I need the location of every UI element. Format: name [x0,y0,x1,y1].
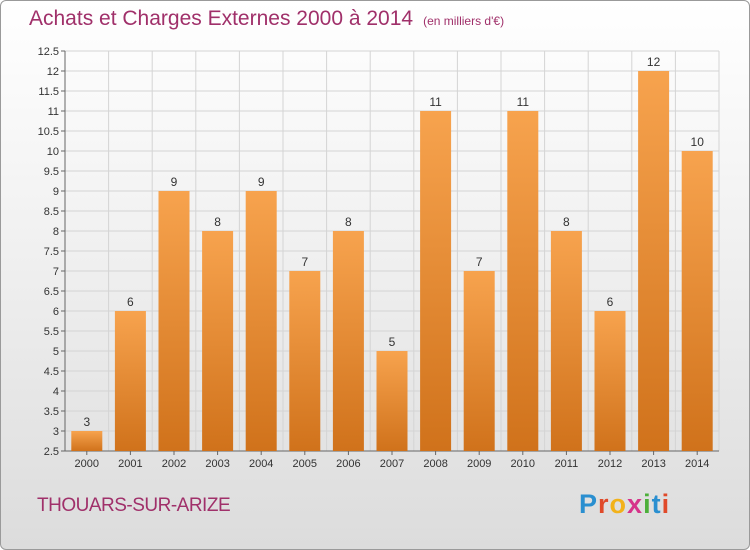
bar-2002 [158,191,190,451]
y-tick-label: 4 [53,386,59,398]
data-label: 5 [389,335,396,349]
proxiti-logo: Proxiti [579,489,670,520]
commune-name: THOUARS-SUR-ARIZE [37,495,231,516]
x-tick-label: 2006 [336,458,360,470]
x-tick-label: 2010 [511,458,535,470]
x-tick-label: 2002 [162,458,186,470]
x-tick-label: 2013 [641,458,665,470]
x-tick-label: 2004 [249,458,273,470]
bar-2008 [420,111,452,451]
data-label: 7 [476,255,483,269]
y-tick-label: 6 [53,306,59,318]
data-label: 11 [517,95,530,109]
bar-2013 [638,71,670,451]
logo-letter: P [579,489,599,519]
y-tick-label: 11 [48,106,59,118]
bar-2004 [245,191,277,451]
data-label: 9 [171,175,178,189]
bar-2011 [550,231,582,451]
data-label: 3 [83,415,90,429]
bar-2009 [463,271,495,451]
y-tick-label: 11.5 [38,86,59,98]
y-tick-label: 9 [53,186,59,198]
x-tick-label: 2009 [467,458,491,470]
y-tick-label: 7 [53,266,59,278]
y-tick-label: 5.5 [44,326,59,338]
bar-2006 [332,231,364,451]
y-tick-label: 3 [53,426,59,438]
x-tick-label: 2014 [685,458,709,470]
data-label: 10 [691,135,705,149]
data-label: 8 [214,215,221,229]
chart-subtitle: (en milliers d'€) [423,14,505,28]
y-tick-label: 8.5 [44,206,59,218]
data-label: 7 [301,255,308,269]
y-tick-label: 10 [47,146,59,158]
y-tick-label: 9.5 [44,166,59,178]
chart-title-text: Achats et Charges Externes 2000 à 2014 [29,7,414,30]
data-label: 6 [607,295,614,309]
bars [71,71,713,451]
bar-2000 [71,431,103,451]
x-tick-label: 2003 [205,458,229,470]
y-tick-label: 12.5 [38,46,59,58]
x-tick-label: 2011 [555,458,579,470]
logo-letter: i [661,489,671,519]
y-tick-label: 4.5 [44,366,59,378]
x-tick-label: 2012 [598,458,622,470]
bar-2007 [376,351,408,451]
bar-2010 [507,111,539,451]
x-tick-label: 2000 [75,458,99,470]
bar-2005 [289,271,321,451]
bar-2001 [114,311,146,451]
y-tick-label: 6.5 [44,286,59,298]
y-tick-label: 8 [53,226,59,238]
logo-letter: r [598,489,610,519]
x-tick-label: 2008 [423,458,447,470]
data-label: 8 [345,215,352,229]
labels: 2.5 3 3.5 4 4.5 5 5.5 6 6.5 7 7.5 8 8.5 9 9.5 10 10.5 11 1… [38,46,710,470]
y-tick-label: 3.5 [44,406,59,418]
logo-letter: x [627,489,644,519]
y-tick-label: 12 [47,66,59,78]
y-tick-label: 7.5 [44,246,59,258]
x-tick-label: 2005 [293,458,317,470]
x-tick-label: 2001 [118,458,142,470]
y-tick-label: 10.5 [38,126,59,138]
logo-letter: t [651,489,662,519]
x-tick-label: 2007 [380,458,404,470]
logo-letter: i [643,489,652,519]
bar-2014 [681,151,713,451]
data-label: 12 [647,55,661,69]
y-tick-label: 5 [53,346,59,358]
bar-2003 [202,231,234,451]
data-label: 11 [429,95,442,109]
chart-title: Achats et Charges Externes 2000 à 2014 (e… [29,7,504,31]
data-label: 8 [563,215,570,229]
data-label: 6 [127,295,134,309]
y-tick-label: 2.5 [44,446,59,458]
data-label: 9 [258,175,265,189]
bar-2012 [594,311,626,451]
logo-letter: o [609,489,628,519]
